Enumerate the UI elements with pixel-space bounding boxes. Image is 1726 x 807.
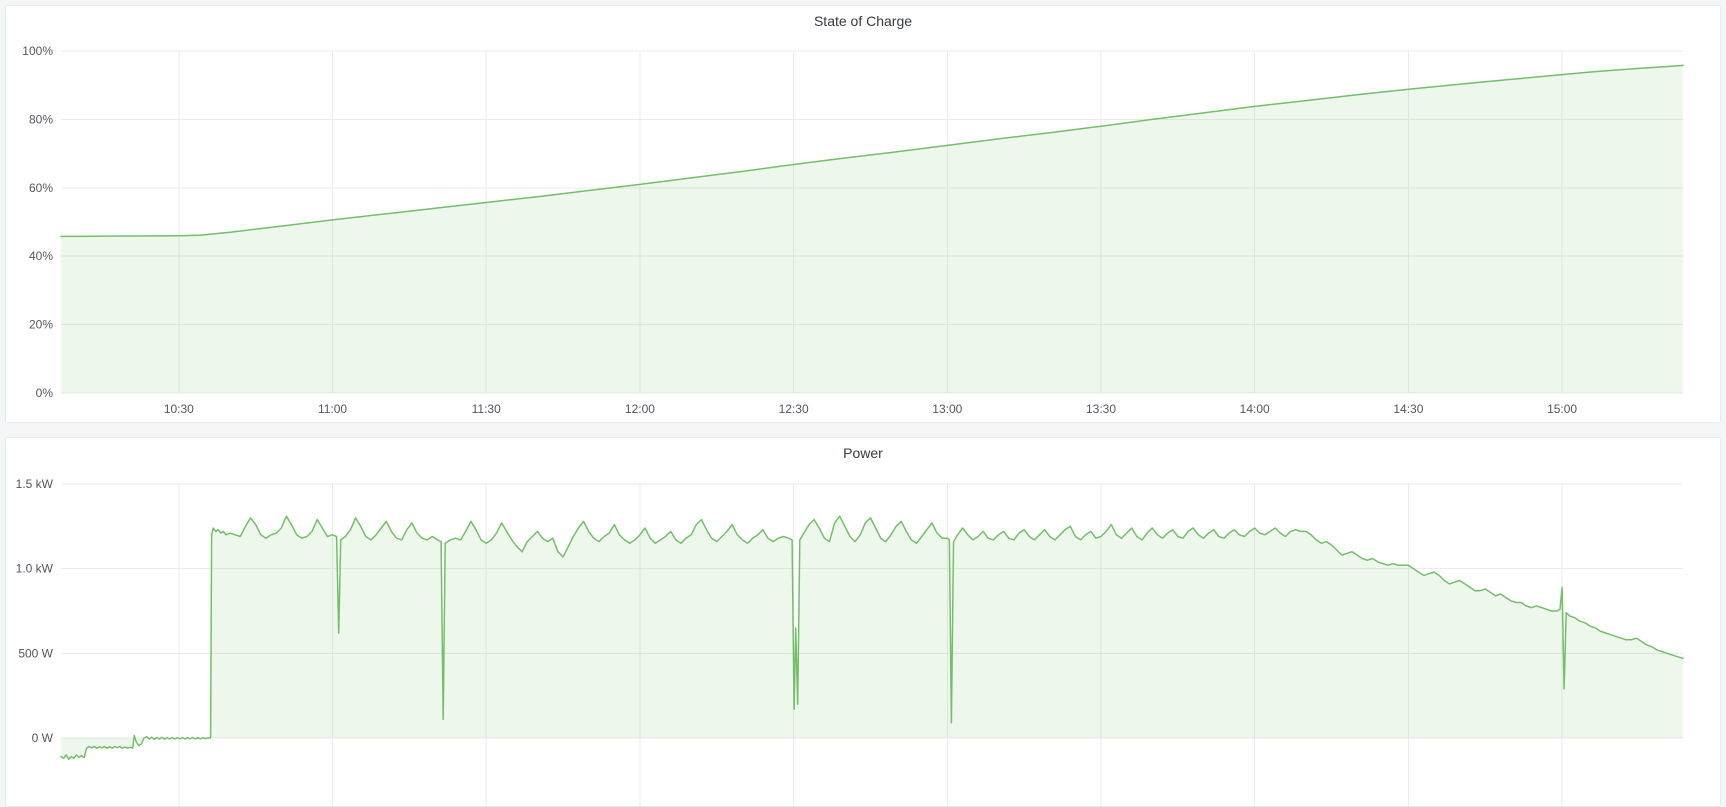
y-tick-label: 1.0 kW	[16, 562, 54, 576]
series-line	[60, 64, 1684, 238]
gridlines	[61, 483, 1683, 806]
y-tick-label: 40%	[29, 249, 53, 263]
state-of-charge-chart[interactable]: 0% 20% 40% 60% 80% 100% 10:30 11:00 11:30 12:00 12…	[6, 6, 1720, 422]
y-tick-label: 20%	[29, 318, 53, 332]
y-tick-label: 100%	[22, 44, 53, 58]
y-axis-labels: 0% 20% 40% 60% 80% 100%	[22, 44, 53, 400]
y-tick-label: 1.5 kW	[16, 477, 54, 491]
gridlines	[61, 50, 1683, 394]
x-tick-label: 12:00	[625, 402, 655, 416]
x-tick-label: 11:30	[472, 402, 501, 416]
y-tick-label: 80%	[29, 112, 53, 126]
x-tick-label: 13:30	[1086, 402, 1116, 416]
x-tick-label: 14:00	[1240, 402, 1270, 416]
y-tick-label: 0%	[36, 386, 54, 400]
y-axis-labels: 0 W 500 W 1.0 kW 1.5 kW	[16, 477, 54, 745]
panel-title[interactable]: State of Charge	[813, 13, 913, 29]
x-tick-label: 12:30	[779, 402, 809, 416]
y-tick-label: 60%	[29, 181, 53, 195]
x-tick-label: 14:30	[1393, 402, 1423, 416]
series-fill	[61, 516, 1683, 760]
panel-title[interactable]: Power	[843, 445, 883, 461]
y-tick-label: 500 W	[18, 646, 53, 660]
power-panel: Power 0 W 500 W 1.0 kW 1.5 kW	[5, 437, 1721, 807]
series-line	[60, 515, 1684, 760]
x-tick-label: 15:00	[1547, 402, 1577, 416]
y-tick-label: 0 W	[32, 731, 54, 745]
state-of-charge-panel: State of Charge 0% 20% 40% 60% 80% 100% 10:30 1…	[5, 5, 1721, 423]
x-tick-label: 13:00	[932, 402, 962, 416]
power-chart[interactable]: 0 W 500 W 1.0 kW 1.5 kW	[6, 438, 1720, 806]
x-axis-labels: 10:30 11:00 11:30 12:00 12:30 13:00 13:30 14:00…	[164, 402, 1578, 416]
series-fill	[61, 65, 1683, 394]
x-tick-label: 10:30	[164, 402, 194, 416]
x-tick-label: 11:00	[318, 402, 347, 416]
